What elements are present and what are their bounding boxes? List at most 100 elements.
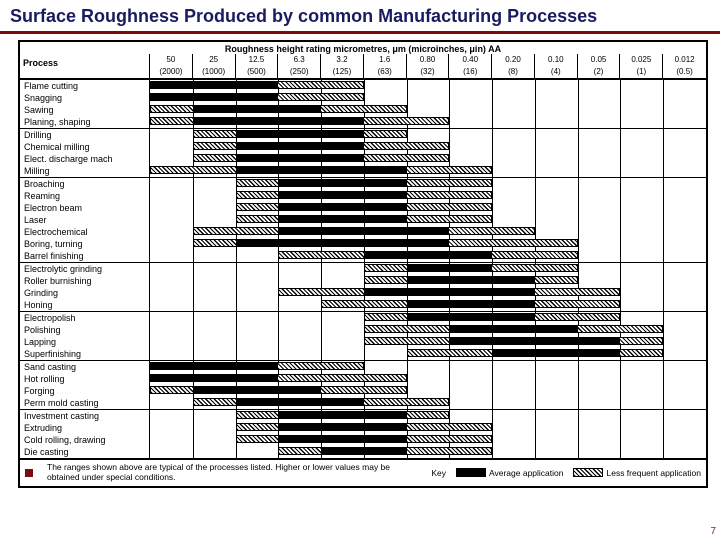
process-bar-area [150, 373, 706, 385]
process-bar-area [150, 324, 706, 336]
process-label: Honing [20, 299, 150, 311]
process-label: Roller burnishing [20, 275, 150, 287]
process-bar-area [150, 299, 706, 311]
process-bar-area [150, 153, 706, 165]
tick-um: 0.40 [449, 54, 492, 66]
process-label: Cold rolling, drawing [20, 434, 150, 446]
tick-um: 3.2 [321, 54, 364, 66]
tick-um: 50 [150, 54, 193, 66]
process-bar-area [150, 434, 706, 446]
process-label: Electropolish [20, 311, 150, 324]
tick-uin: (125) [321, 66, 364, 78]
title-bar: Surface Roughness Produced by common Man… [0, 0, 720, 34]
tick-um: 0.025 [620, 54, 663, 66]
range-bar-avg [278, 412, 406, 419]
range-bar-avg [150, 94, 278, 101]
tick-uin: (2000) [150, 66, 193, 78]
process-bar-area [150, 348, 706, 360]
tick-uin: (0.5) [663, 66, 706, 78]
process-label: Hot rolling [20, 373, 150, 385]
process-label: Electrochemical [20, 226, 150, 238]
range-bar-avg [278, 180, 406, 187]
tick-uin: (32) [407, 66, 450, 78]
roughness-chart: Roughness height rating micrometres, μm … [18, 40, 708, 488]
chart-note: The ranges shown above are typical of th… [47, 463, 421, 483]
tick-um: 1.6 [364, 54, 407, 66]
process-bar-area [150, 446, 706, 458]
chart-note-row: The ranges shown above are typical of th… [20, 460, 706, 486]
axis-title: Roughness height rating micrometres, μm … [20, 42, 706, 54]
range-bar-avg [364, 252, 492, 259]
range-bar-avg [492, 350, 620, 357]
range-bar-avg [236, 143, 364, 150]
process-bar-area [150, 226, 706, 238]
range-bar-avg [193, 118, 364, 125]
swatch-solid-icon [456, 468, 486, 477]
tick-uin: (2) [578, 66, 621, 78]
process-bar-area [150, 92, 706, 104]
process-bar-area [150, 409, 706, 422]
tick-um: 0.10 [535, 54, 578, 66]
process-bar-area [150, 214, 706, 226]
process-bar-area [150, 262, 706, 275]
process-label: Drilling [20, 128, 150, 141]
tick-um: 12.5 [236, 54, 279, 66]
tick-uin: (63) [364, 66, 407, 78]
range-bar-avg [236, 240, 450, 247]
range-bar-avg [407, 277, 535, 284]
tick-uin: (8) [492, 66, 535, 78]
process-bar-area [150, 311, 706, 324]
process-bar-area [150, 128, 706, 141]
process-label: Extruding [20, 422, 150, 434]
process-label: Investment casting [20, 409, 150, 422]
process-label: Reaming [20, 190, 150, 202]
range-bar-avg [449, 326, 577, 333]
range-bar-avg [193, 387, 321, 394]
process-label: Die casting [20, 446, 150, 458]
range-bar-avg [150, 82, 278, 89]
range-bar-avg [321, 448, 407, 455]
process-label: Milling [20, 165, 150, 177]
legend-less: Less frequent application [573, 468, 701, 478]
range-bar-avg [150, 375, 278, 382]
process-bar-area [150, 190, 706, 202]
process-bar-area [150, 422, 706, 434]
tick-um: 6.3 [278, 54, 321, 66]
process-label: Superfinishing [20, 348, 150, 360]
tick-um: 0.05 [578, 54, 621, 66]
process-bar-area [150, 79, 706, 92]
process-bar-area [150, 141, 706, 153]
process-bar-area [150, 238, 706, 250]
range-bar-avg [278, 436, 406, 443]
process-bar-area [150, 275, 706, 287]
range-bar-avg [407, 314, 535, 321]
tick-uin: (16) [449, 66, 492, 78]
process-label: Planing, shaping [20, 116, 150, 128]
range-bar-avg [236, 399, 364, 406]
tick-um: 25 [193, 54, 236, 66]
process-label: Sawing [20, 104, 150, 116]
process-bar-area [150, 360, 706, 373]
process-bar-area [150, 116, 706, 128]
chart-footer: The ranges shown above are typical of th… [20, 458, 706, 486]
process-bar-area [150, 385, 706, 397]
range-bar-avg [449, 338, 620, 345]
process-label: Elect. discharge mach [20, 153, 150, 165]
bullet-icon [25, 469, 33, 477]
process-label: Laser [20, 214, 150, 226]
range-bar-avg [407, 301, 535, 308]
chart-grid: Process 502512.56.33.21.60.800.400.200.1… [20, 54, 706, 458]
range-bar-avg [278, 216, 406, 223]
process-bar-area [150, 397, 706, 409]
process-label: Chemical milling [20, 141, 150, 153]
range-bar-avg [150, 363, 278, 370]
tick-uin: (1) [620, 66, 663, 78]
process-label: Boring, turning [20, 238, 150, 250]
process-bar-area [150, 287, 706, 299]
process-label: Perm mold casting [20, 397, 150, 409]
range-bar-avg [278, 228, 449, 235]
tick-um: 0.80 [407, 54, 450, 66]
process-bar-area [150, 202, 706, 214]
process-label: Lapping [20, 336, 150, 348]
range-bar-avg [278, 192, 406, 199]
